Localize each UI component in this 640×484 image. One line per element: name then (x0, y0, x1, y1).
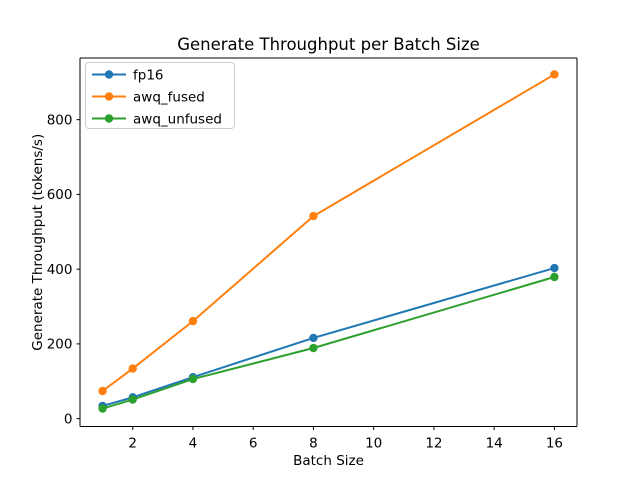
series-marker-awq_fused (550, 70, 559, 79)
y-axis-label: Generate Throughput (tokens/s) (30, 134, 46, 351)
axes-ticks: 0 200 400 600 800 2 4 6 8 10 12 14 16 (47, 112, 563, 451)
series-marker-awq_unfused (188, 374, 198, 384)
y-tick-label: 400 (47, 262, 73, 278)
legend-entry-fp16: fp16 (92, 67, 164, 83)
series-marker-fp16 (309, 333, 318, 343)
y-tick-label: 200 (47, 337, 73, 353)
legend-entry-awq_unfused: awq_unfused (92, 111, 222, 127)
y-tick-label: 0 (64, 411, 73, 427)
x-tick-label: 4 (189, 436, 198, 452)
x-tick-label: 14 (486, 436, 503, 452)
chart-title: Generate Throughput per Batch Size (177, 35, 480, 54)
x-tick-label: 8 (309, 436, 318, 452)
x-tick-label: 12 (425, 436, 442, 452)
series-marker-awq_unfused (98, 404, 107, 413)
x-axis-label: Batch Size (293, 453, 364, 469)
legend-marker-sample (104, 70, 114, 79)
series-marker-awq_fused (128, 364, 137, 373)
series-awq_fused (98, 70, 559, 396)
series-marker-awq_fused (188, 316, 198, 326)
legend-label: awq_fused (133, 89, 205, 105)
x-tick-label: 10 (365, 436, 382, 452)
legend-marker-sample (104, 92, 114, 101)
legend-entry-awq_fused: awq_fused (92, 89, 205, 105)
series-marker-awq_unfused (309, 343, 318, 353)
y-tick-label: 800 (47, 112, 73, 128)
x-tick-label: 2 (128, 436, 137, 452)
legend: fp16 awq_fused awq_unfused (85, 62, 235, 129)
series-marker-awq_unfused (128, 395, 137, 404)
series-awq_unfused (98, 272, 559, 413)
series-marker-fp16 (550, 263, 559, 273)
legend-box (85, 62, 235, 129)
y-tick-label: 600 (47, 187, 73, 203)
series-marker-awq_fused (309, 211, 318, 221)
legend-label: fp16 (133, 67, 164, 83)
legend-label: awq_unfused (133, 111, 222, 127)
series-marker-awq_fused (98, 386, 107, 396)
x-tick-label: 6 (249, 436, 258, 452)
axis-frame (79, 57, 578, 427)
legend-marker-sample (104, 114, 114, 123)
series-marker-awq_unfused (550, 272, 559, 282)
x-tick-label: 16 (546, 436, 563, 452)
